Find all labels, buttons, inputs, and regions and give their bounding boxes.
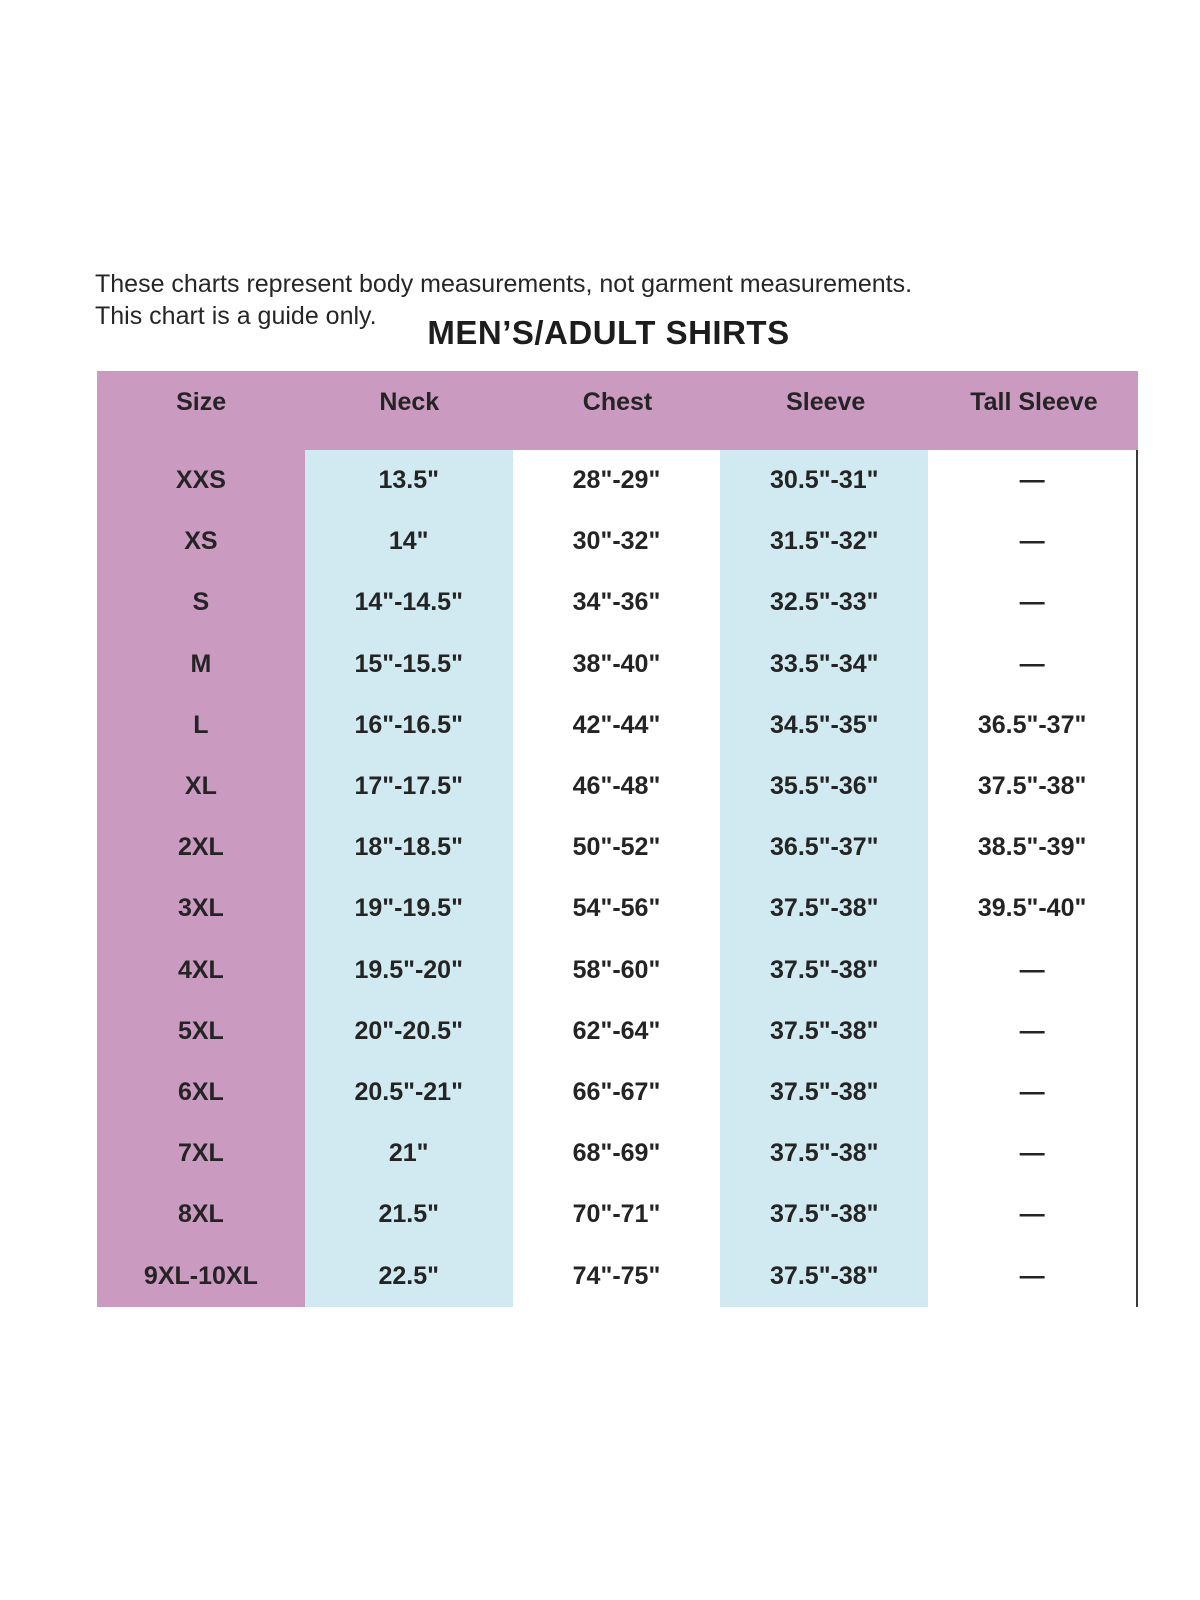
measurement-cell: — xyxy=(928,939,1136,1001)
measurement-cell: 42"-44" xyxy=(512,694,721,756)
table-row-9xl-10xl: 9XL-10XL 22.5" 74"-75" 37.5"-38" — xyxy=(97,1245,1136,1307)
table-row-8xl: 8XL 21.5" 70"-71" 37.5"-38" — xyxy=(97,1184,1136,1246)
measurement-cell: 70"-71" xyxy=(512,1184,721,1246)
measurement-cell: 37.5"-38" xyxy=(720,878,929,940)
measurement-cell: 38"-40" xyxy=(512,633,721,695)
measurement-cell: — xyxy=(928,1061,1136,1124)
measurement-cell: — xyxy=(928,572,1136,634)
column-header-size: Size xyxy=(176,388,227,416)
measurement-cell: 19.5"-20" xyxy=(304,939,513,1001)
measurement-cell: 37.5"-38" xyxy=(720,1000,929,1062)
measurement-cell: 37.5"-38" xyxy=(720,1245,929,1307)
disclaimer: These charts represent body measurements… xyxy=(95,268,912,332)
measurement-cell: 30"-32" xyxy=(512,511,721,573)
size-cell: XXS xyxy=(97,450,305,512)
size-table: Size Neck Chest Sleeve Tall Sleeve XXS 13.5" 2… xyxy=(97,371,1138,1307)
measurement-cell: — xyxy=(928,511,1136,573)
measurement-cell: 22.5" xyxy=(304,1245,513,1307)
size-cell: L xyxy=(97,694,305,756)
size-cell: M xyxy=(97,633,305,695)
size-cell: 7XL xyxy=(97,1123,305,1185)
measurement-cell: 13.5" xyxy=(304,450,513,512)
measurement-cell: 14"-14.5" xyxy=(304,572,513,634)
table-row-xxs: XXS 13.5" 28"-29" 30.5"-31" — xyxy=(97,450,1136,512)
size-cell: 4XL xyxy=(97,939,305,1001)
measurement-cell: 16"-16.5" xyxy=(304,694,513,756)
table-row-3xl: 3XL 19"-19.5" 54"-56" 37.5"-38" 39.5"-40" xyxy=(97,878,1136,940)
table-row-s: S 14"-14.5" 34"-36" 32.5"-33" — xyxy=(97,572,1136,634)
table-header-row: Size Neck Chest Sleeve Tall Sleeve xyxy=(97,371,1138,450)
measurement-cell: — xyxy=(928,1245,1136,1307)
table-row-xs: XS 14" 30"-32" 31.5"-32" — xyxy=(97,511,1136,573)
size-cell: 8XL xyxy=(97,1184,305,1246)
page-title: MEN’S/ADULT SHIRTS xyxy=(427,314,790,351)
table-row-7xl: 7XL 21" 68"-69" 37.5"-38" — xyxy=(97,1123,1136,1185)
measurement-cell: — xyxy=(928,1184,1136,1246)
size-cell: XS xyxy=(97,511,305,573)
measurement-cell: 30.5"-31" xyxy=(720,450,929,512)
measurement-cell: 74"-75" xyxy=(512,1245,721,1307)
measurement-cell: 20.5"-21" xyxy=(304,1061,513,1124)
size-cell: XL xyxy=(97,755,305,818)
measurement-cell: 34"-36" xyxy=(512,572,721,634)
column-header-tall-sleeve: Tall Sleeve xyxy=(970,388,1098,416)
measurement-cell: 36.5"-37" xyxy=(720,817,929,879)
measurement-cell: 66"-67" xyxy=(512,1061,721,1124)
measurement-cell: 62"-64" xyxy=(512,1000,721,1062)
column-header-sleeve: Sleeve xyxy=(786,388,866,416)
table-row-xl: XL 17"-17.5" 46"-48" 35.5"-36" 37.5"-38" xyxy=(97,755,1136,818)
disclaimer-line-2: This chart is a guide only. xyxy=(95,302,377,330)
size-cell: 6XL xyxy=(97,1061,305,1124)
size-cell: 2XL xyxy=(97,817,305,879)
measurement-cell: 68"-69" xyxy=(512,1123,721,1185)
table-row-5xl: 5XL 20"-20.5" 62"-64" 37.5"-38" — xyxy=(97,1000,1136,1062)
measurement-cell: 36.5"-37" xyxy=(928,694,1136,756)
measurement-cell: 34.5"-35" xyxy=(720,694,929,756)
measurement-cell: — xyxy=(928,1123,1136,1185)
measurement-cell: 37.5"-38" xyxy=(928,755,1136,818)
measurement-cell: — xyxy=(928,450,1136,512)
size-cell: 3XL xyxy=(97,878,305,940)
measurement-cell: 33.5"-34" xyxy=(720,633,929,695)
measurement-cell: 18"-18.5" xyxy=(304,817,513,879)
measurement-cell: 19"-19.5" xyxy=(304,878,513,940)
measurement-cell: 37.5"-38" xyxy=(720,1123,929,1185)
measurement-cell: 28"-29" xyxy=(512,450,721,512)
measurement-cell: 35.5"-36" xyxy=(720,755,929,818)
measurement-cell: 58"-60" xyxy=(512,939,721,1001)
size-cell: 9XL-10XL xyxy=(97,1245,305,1307)
measurement-cell: 17"-17.5" xyxy=(304,755,513,818)
measurement-cell: — xyxy=(928,633,1136,695)
column-header-chest: Chest xyxy=(582,388,653,416)
measurement-cell: 31.5"-32" xyxy=(720,511,929,573)
column-header-neck: Neck xyxy=(379,388,440,416)
table-row-4xl: 4XL 19.5"-20" 58"-60" 37.5"-38" — xyxy=(97,939,1136,1001)
table-row-6xl: 6XL 20.5"-21" 66"-67" 37.5"-38" — xyxy=(97,1061,1136,1124)
measurement-cell: 15"-15.5" xyxy=(304,633,513,695)
measurement-cell: 39.5"-40" xyxy=(928,878,1136,940)
table-row-2xl: 2XL 18"-18.5" 50"-52" 36.5"-37" 38.5"-39" xyxy=(97,817,1136,879)
measurement-cell: 21.5" xyxy=(304,1184,513,1246)
measurement-cell: 20"-20.5" xyxy=(304,1000,513,1062)
table-row-l: L 16"-16.5" 42"-44" 34.5"-35" 36.5"-37" xyxy=(97,694,1136,756)
size-cell: 5XL xyxy=(97,1000,305,1062)
disclaimer-line-1: These charts represent body measurements… xyxy=(95,270,913,298)
table-row-m: M 15"-15.5" 38"-40" 33.5"-34" — xyxy=(97,633,1136,695)
measurement-cell: 50"-52" xyxy=(512,817,721,879)
measurement-cell: 21" xyxy=(304,1123,513,1185)
size-cell: S xyxy=(97,572,305,634)
measurement-cell: 32.5"-33" xyxy=(720,572,929,634)
measurement-cell: — xyxy=(928,1000,1136,1062)
measurement-cell: 54"-56" xyxy=(512,878,721,940)
measurement-cell: 37.5"-38" xyxy=(720,939,929,1001)
measurement-cell: 14" xyxy=(304,511,513,573)
measurement-cell: 37.5"-38" xyxy=(720,1061,929,1124)
table-body: XXS 13.5" 28"-29" 30.5"-31" — XS 14" 30"-32" 31.… xyxy=(97,450,1138,1307)
measurement-cell: 46"-48" xyxy=(512,755,721,818)
measurement-cell: 37.5"-38" xyxy=(720,1184,929,1246)
measurement-cell: 38.5"-39" xyxy=(928,817,1136,879)
